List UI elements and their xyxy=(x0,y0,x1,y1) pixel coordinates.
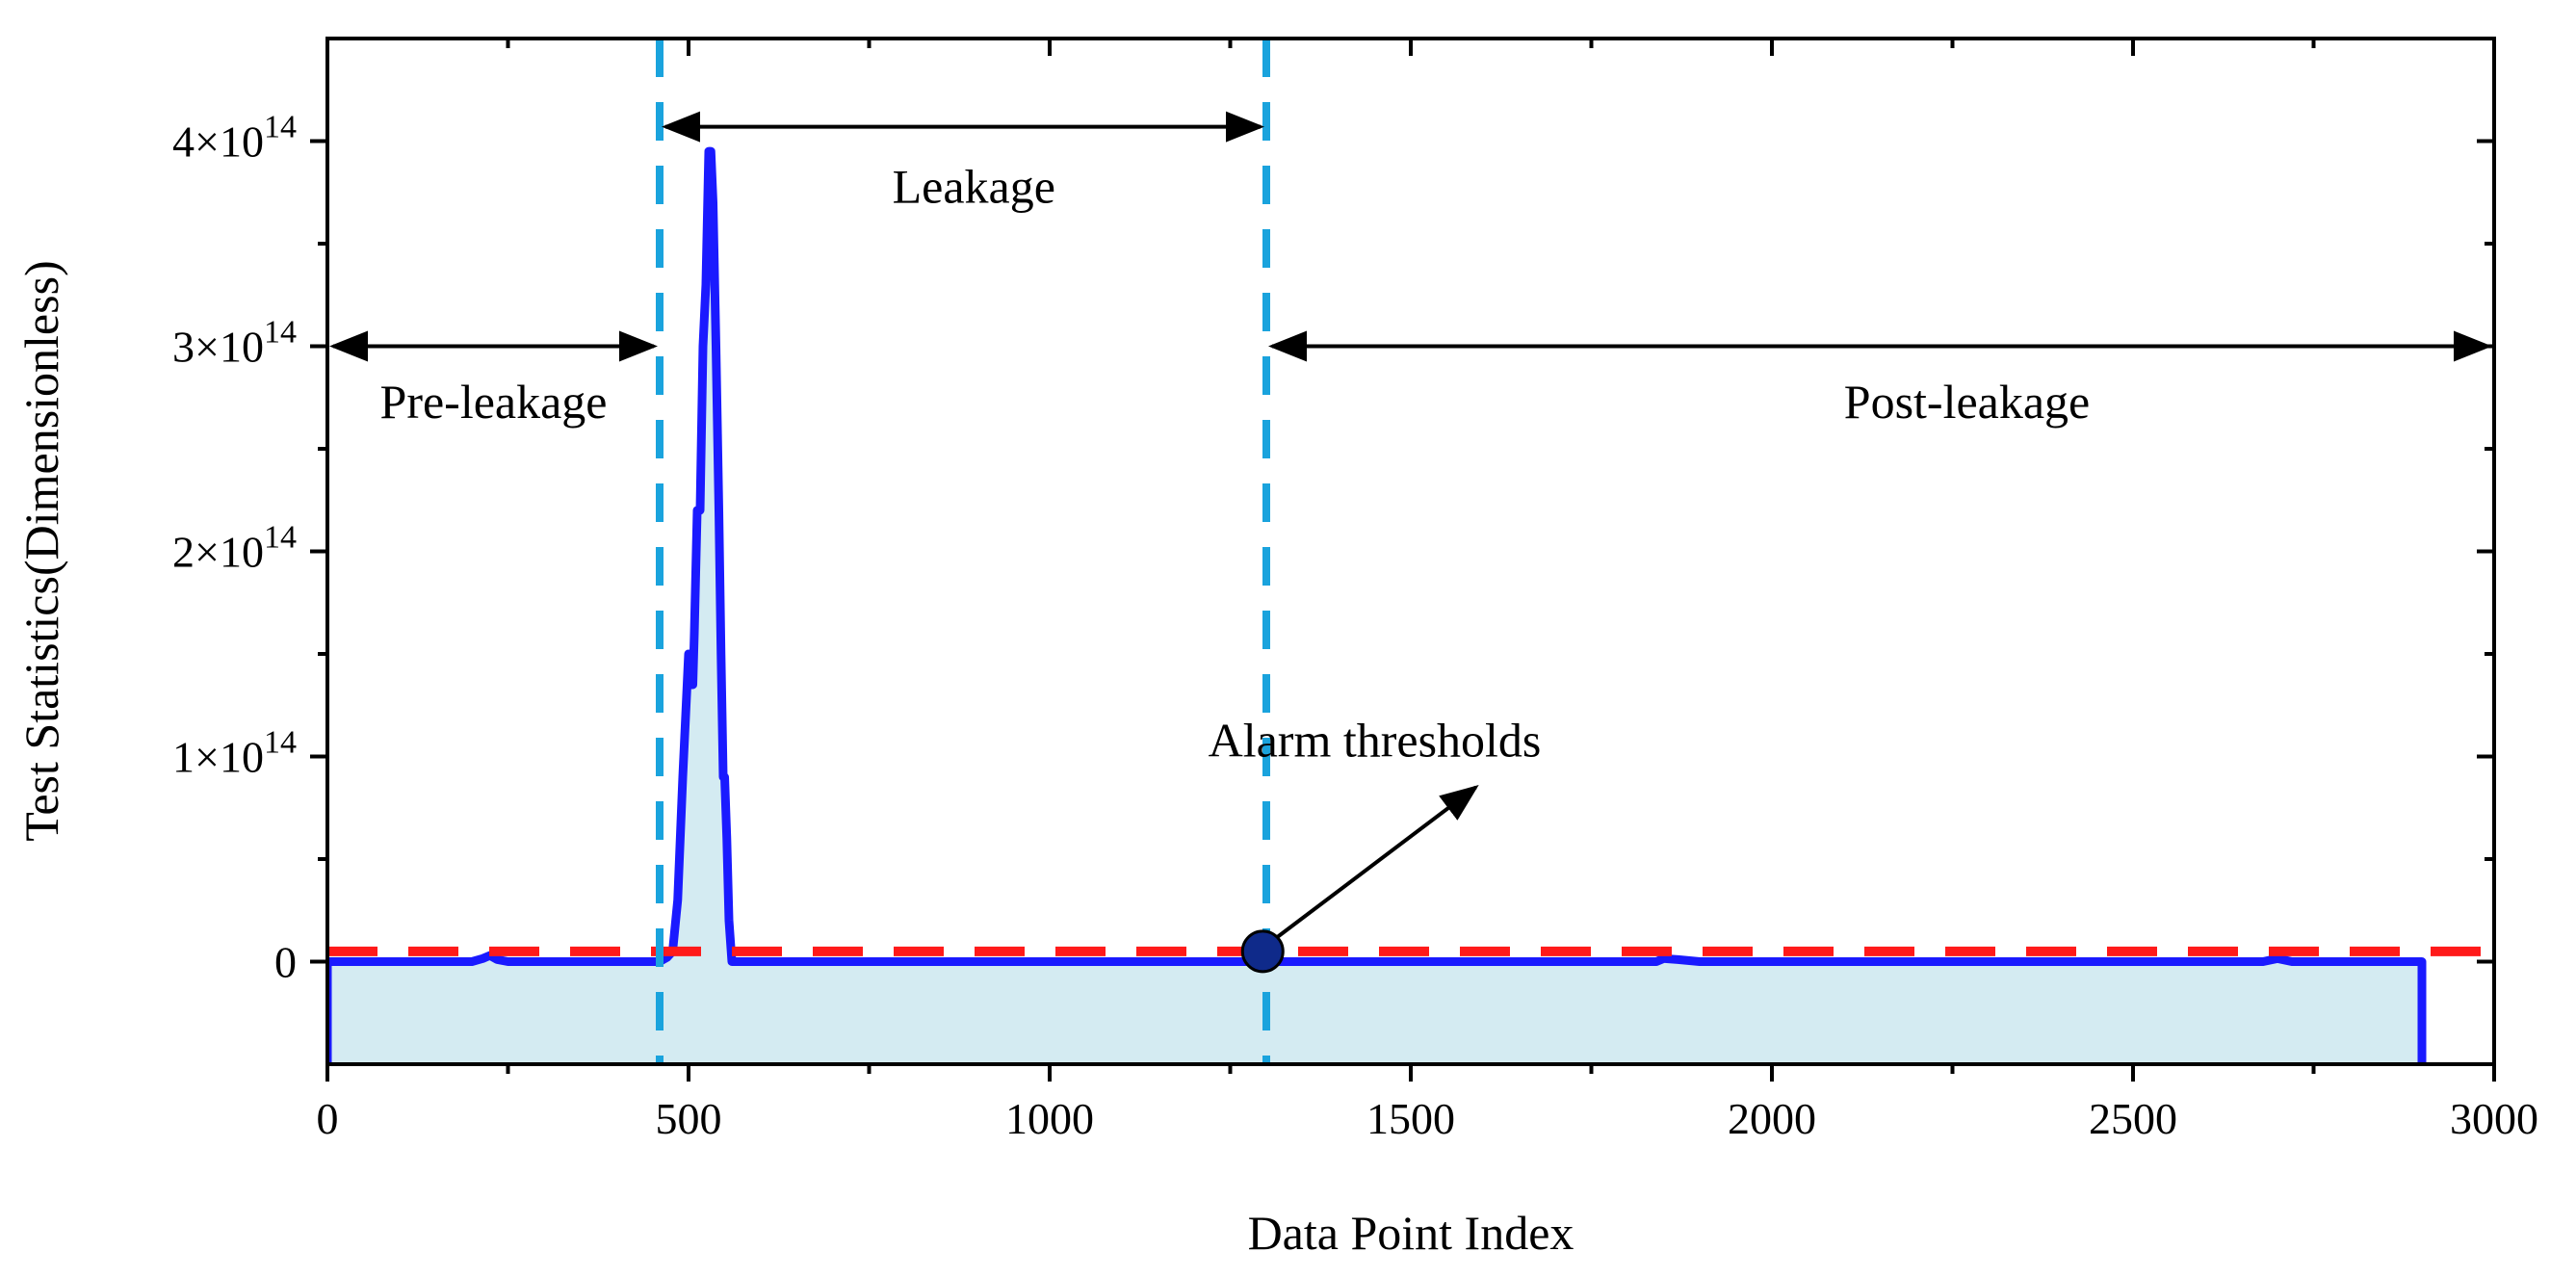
y-tick-label-1: 1×1014 xyxy=(172,725,297,782)
x-tick-label-6: 3000 xyxy=(2450,1094,2538,1143)
x-tick-label-0: 0 xyxy=(317,1094,339,1143)
y-tick-label-4: 4×1014 xyxy=(172,110,297,167)
y-tick-label-0: 0 xyxy=(274,938,297,987)
y-tick-label-2: 2×1014 xyxy=(172,520,297,577)
alarm-arrow xyxy=(1275,785,1479,940)
series-0-line xyxy=(327,146,2427,1064)
region-label-1: Leakage xyxy=(893,159,1055,213)
y-tick-label-3: 3×1014 xyxy=(172,315,297,372)
x-tick-label-5: 2500 xyxy=(2089,1094,2177,1143)
axes: 0 500 1000 1500 2000 2500 3000 0 1×1014 2×1014 3×1… xyxy=(172,37,2538,1143)
alarm-marker xyxy=(1240,929,1285,974)
plot-area xyxy=(327,39,2494,1064)
region-label-2: Post-leakage xyxy=(1844,375,2090,429)
x-tick-label-4: 2000 xyxy=(1728,1094,1816,1143)
y-axis-title: Test Statistics(Dimensionless) xyxy=(14,260,68,841)
x-tick-label-2: 1000 xyxy=(1005,1094,1094,1143)
axes-frame xyxy=(325,37,2496,1066)
x-tick-label-1: 500 xyxy=(656,1094,722,1143)
alarm-label: Alarm thresholds xyxy=(1209,714,1542,768)
x-tick-label-3: 1500 xyxy=(1366,1094,1455,1143)
region-label-0: Pre-leakage xyxy=(380,375,608,429)
annotations: Pre-leakage Leakage Post-leakage Alarm thre… xyxy=(329,111,2492,974)
series-0-area xyxy=(327,151,2422,1064)
x-axis-title: Data Point Index xyxy=(1248,1206,1574,1260)
